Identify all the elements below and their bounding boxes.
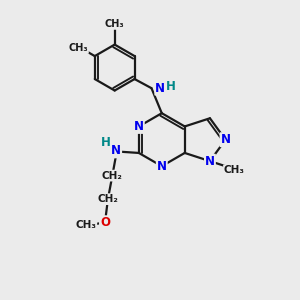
Text: CH₂: CH₂ xyxy=(98,194,118,204)
Text: CH₃: CH₃ xyxy=(75,220,96,230)
Text: N: N xyxy=(111,144,121,158)
Text: N: N xyxy=(134,120,144,133)
Text: O: O xyxy=(100,216,110,229)
Text: CH₃: CH₃ xyxy=(224,165,245,175)
Text: N: N xyxy=(157,160,167,173)
Text: CH₃: CH₃ xyxy=(105,19,124,29)
Text: H: H xyxy=(166,80,176,93)
Text: CH₂: CH₂ xyxy=(102,171,123,181)
Text: N: N xyxy=(220,133,230,146)
Text: N: N xyxy=(205,154,215,168)
Text: CH₃: CH₃ xyxy=(68,43,88,53)
Text: N: N xyxy=(155,82,165,95)
Text: H: H xyxy=(100,136,110,148)
